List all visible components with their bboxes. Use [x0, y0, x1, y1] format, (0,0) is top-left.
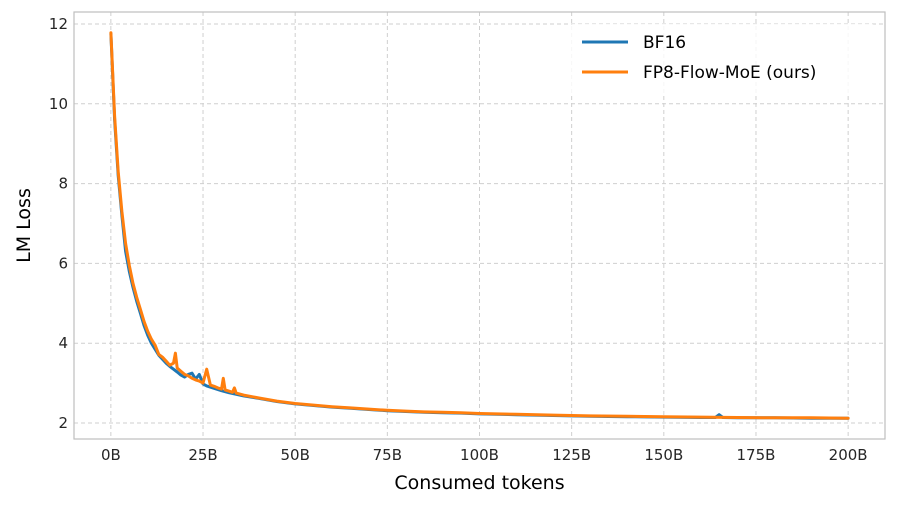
y-axis-ticks: 2 4 6 8 10 12	[49, 15, 68, 432]
y-tick-label: 6	[58, 254, 68, 272]
plot-frame	[73, 11, 886, 440]
x-tick-label: 200B	[829, 446, 868, 464]
x-tick-label: 125B	[552, 446, 591, 464]
y-tick-label: 8	[58, 175, 68, 193]
series-layer	[109, 31, 850, 420]
x-axis-ticks: 0B 25B 50B 75B 100B 125B 150B 175B 200B	[101, 446, 868, 464]
x-tick-label: 175B	[737, 446, 776, 464]
series-line-fp8-flow-moe-ours	[109, 31, 850, 420]
y-tick-label: 12	[49, 15, 68, 33]
legend-label-bf16: BF16	[643, 33, 686, 53]
legend-label-fp8-flow-moe: FP8-Flow-MoE (ours)	[643, 63, 816, 83]
y-tick-label: 10	[49, 95, 68, 113]
x-tick-label: 25B	[188, 446, 217, 464]
x-tick-label: 75B	[373, 446, 402, 464]
x-tick-label: 0B	[101, 446, 121, 464]
y-tick-label: 4	[58, 334, 68, 352]
legend-box	[570, 24, 875, 94]
x-tick-label: 100B	[460, 446, 499, 464]
x-tick-label: 150B	[644, 446, 683, 464]
x-tick-label: 50B	[280, 446, 309, 464]
y-axis-label: LM Loss	[13, 188, 35, 263]
x-axis-label: Consumed tokens	[394, 472, 564, 494]
y-tick-label: 2	[58, 414, 68, 432]
legend: BF16 FP8-Flow-MoE (ours)	[570, 24, 875, 94]
